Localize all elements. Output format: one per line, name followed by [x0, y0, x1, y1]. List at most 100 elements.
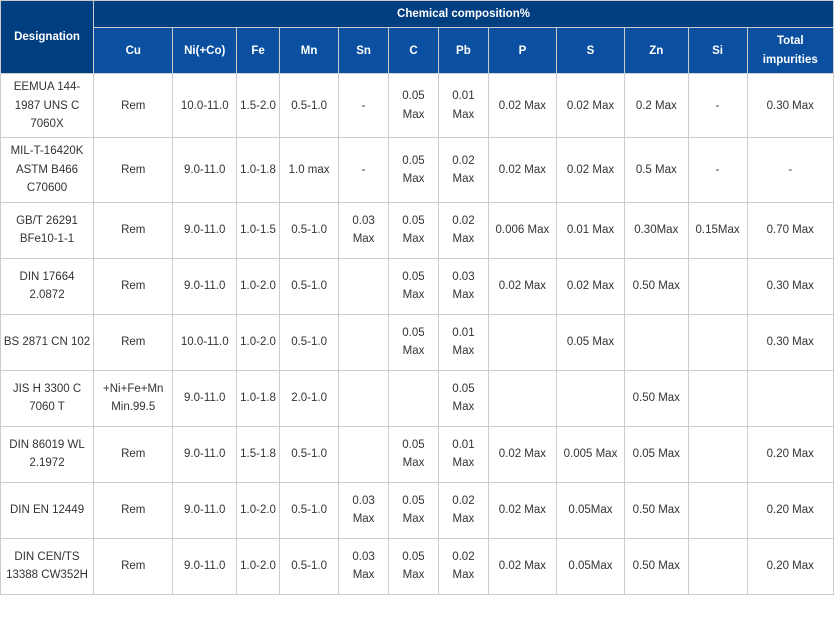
cell-value: Rem — [94, 74, 173, 138]
cell-value: 0.50 Max — [625, 538, 689, 594]
header-group: Chemical composition% — [94, 1, 834, 28]
cell-value: Rem — [94, 538, 173, 594]
cell-value — [488, 370, 556, 426]
cell-value: - — [747, 138, 833, 202]
cell-value: 0.02 Max — [556, 138, 624, 202]
table-row: JIS H 3300 C 7060 T+Ni+Fe+Mn Min.99.59.0… — [1, 370, 834, 426]
cell-value: 0.02 Max — [488, 138, 556, 202]
table-row: BS 2871 CN 102Rem10.0-11.01.0-2.00.5-1.0… — [1, 314, 834, 370]
cell-value: 0.05 Max — [438, 370, 488, 426]
cell-value — [688, 426, 747, 482]
cell-designation: DIN CEN/TS 13388 CW352H — [1, 538, 94, 594]
cell-value: 9.0-11.0 — [173, 370, 237, 426]
cell-value: 1.0-2.0 — [236, 538, 279, 594]
cell-value — [688, 314, 747, 370]
table-row: DIN EN 12449Rem9.0-11.01.0-2.00.5-1.00.0… — [1, 482, 834, 538]
cell-value — [389, 370, 439, 426]
cell-value: 0.05Max — [556, 538, 624, 594]
cell-value: 0.01 Max — [438, 74, 488, 138]
cell-value: 0.50 Max — [625, 258, 689, 314]
cell-value: - — [339, 138, 389, 202]
cell-value — [747, 370, 833, 426]
cell-value: 0.01 Max — [438, 426, 488, 482]
cell-value: +Ni+Fe+Mn Min.99.5 — [94, 370, 173, 426]
cell-value: 0.02 Max — [556, 258, 624, 314]
cell-value: 0.03 Max — [339, 202, 389, 258]
header-mn: Mn — [280, 28, 339, 74]
cell-designation: EEMUA 144-1987 UNS C 7060X — [1, 74, 94, 138]
header-zn: Zn — [625, 28, 689, 74]
header-pb: Pb — [438, 28, 488, 74]
cell-value — [488, 314, 556, 370]
table-row: DIN CEN/TS 13388 CW352HRem9.0-11.01.0-2.… — [1, 538, 834, 594]
cell-value: 0.02 Max — [438, 202, 488, 258]
cell-value: Rem — [94, 138, 173, 202]
cell-value: Rem — [94, 426, 173, 482]
table-row: MIL-T-16420K ASTM B466 C70600Rem9.0-11.0… — [1, 138, 834, 202]
cell-value — [688, 538, 747, 594]
header-sn: Sn — [339, 28, 389, 74]
header-c: C — [389, 28, 439, 74]
header-fe: Fe — [236, 28, 279, 74]
cell-value: 0.05Max — [556, 482, 624, 538]
cell-value: 0.15Max — [688, 202, 747, 258]
cell-designation: MIL-T-16420K ASTM B466 C70600 — [1, 138, 94, 202]
cell-designation: DIN 17664 2.0872 — [1, 258, 94, 314]
cell-value: 0.05 Max — [389, 138, 439, 202]
cell-value: - — [688, 138, 747, 202]
cell-value: 9.0-11.0 — [173, 538, 237, 594]
cell-value: 0.20 Max — [747, 538, 833, 594]
cell-designation: GB/T 26291 BFe10-1-1 — [1, 202, 94, 258]
cell-value: 0.30 Max — [747, 258, 833, 314]
cell-value: 1.0-2.0 — [236, 258, 279, 314]
header-cu: Cu — [94, 28, 173, 74]
cell-value: 1.0-1.5 — [236, 202, 279, 258]
cell-value: 1.0-2.0 — [236, 314, 279, 370]
cell-value: 0.50 Max — [625, 370, 689, 426]
cell-value: 1.0 max — [280, 138, 339, 202]
cell-value: 0.05 Max — [389, 538, 439, 594]
cell-value: 1.0-1.8 — [236, 138, 279, 202]
cell-value: 0.02 Max — [488, 426, 556, 482]
cell-value: 10.0-11.0 — [173, 74, 237, 138]
cell-value — [688, 258, 747, 314]
cell-value — [339, 258, 389, 314]
cell-value: 0.5-1.0 — [280, 258, 339, 314]
cell-value: 0.01 Max — [438, 314, 488, 370]
cell-value: 0.02 Max — [438, 482, 488, 538]
cell-value: 0.5-1.0 — [280, 482, 339, 538]
cell-value: 0.30Max — [625, 202, 689, 258]
cell-value: 0.02 Max — [438, 538, 488, 594]
cell-value: 1.5-1.8 — [236, 426, 279, 482]
cell-value: 0.70 Max — [747, 202, 833, 258]
cell-value: 0.2 Max — [625, 74, 689, 138]
cell-value — [688, 482, 747, 538]
cell-value: 0.5-1.0 — [280, 314, 339, 370]
cell-value: 0.03 Max — [339, 482, 389, 538]
cell-value: 0.5 Max — [625, 138, 689, 202]
cell-value: 0.20 Max — [747, 482, 833, 538]
cell-designation: JIS H 3300 C 7060 T — [1, 370, 94, 426]
cell-value: 0.05 Max — [389, 482, 439, 538]
cell-value: 9.0-11.0 — [173, 138, 237, 202]
cell-value: 0.20 Max — [747, 426, 833, 482]
cell-value: 0.30 Max — [747, 74, 833, 138]
cell-value: 0.01 Max — [556, 202, 624, 258]
table-row: DIN 86019 WL 2.1972Rem9.0-11.01.5-1.80.5… — [1, 426, 834, 482]
cell-value: 10.0-11.0 — [173, 314, 237, 370]
cell-value: 1.5-2.0 — [236, 74, 279, 138]
cell-value: 0.006 Max — [488, 202, 556, 258]
cell-value — [339, 370, 389, 426]
table-body: EEMUA 144-1987 UNS C 7060XRem10.0-11.01.… — [1, 74, 834, 594]
cell-value: 0.02 Max — [488, 258, 556, 314]
composition-table-container: Designation Chemical composition% Cu Ni(… — [0, 0, 834, 633]
table-header: Designation Chemical composition% Cu Ni(… — [1, 1, 834, 74]
cell-value: 9.0-11.0 — [173, 426, 237, 482]
cell-value: 0.02 Max — [556, 74, 624, 138]
cell-value: Rem — [94, 482, 173, 538]
table-row: DIN 17664 2.0872Rem9.0-11.01.0-2.00.5-1.… — [1, 258, 834, 314]
cell-value: 9.0-11.0 — [173, 482, 237, 538]
cell-value — [339, 314, 389, 370]
table-row: GB/T 26291 BFe10-1-1Rem9.0-11.01.0-1.50.… — [1, 202, 834, 258]
cell-value: 0.05 Max — [389, 74, 439, 138]
